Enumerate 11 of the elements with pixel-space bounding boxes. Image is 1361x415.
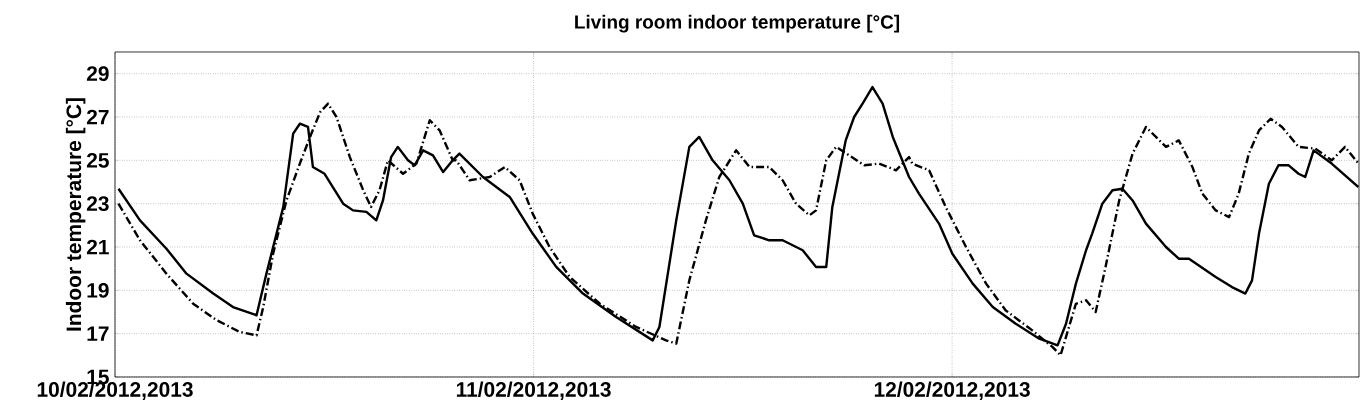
y-tick-label: 29 bbox=[86, 66, 109, 82]
y-tick-label: 19 bbox=[87, 282, 109, 298]
y-axis-title: Indoor temperature [°C] bbox=[65, 98, 86, 331]
y-tick-label: 21 bbox=[86, 239, 109, 255]
chart-title: Living room indoor temperature [°C] bbox=[575, 14, 900, 33]
y-tick-label: 17 bbox=[87, 326, 109, 341]
x-tick-label: 11/02/2012,2013 bbox=[456, 381, 611, 400]
y-tick-label: 25 bbox=[86, 152, 109, 168]
y-tick-label: 23 bbox=[86, 196, 109, 212]
y-tick-label: 27 bbox=[86, 109, 109, 125]
x-tick-label: 12/02/2012,2013 bbox=[874, 381, 1030, 400]
